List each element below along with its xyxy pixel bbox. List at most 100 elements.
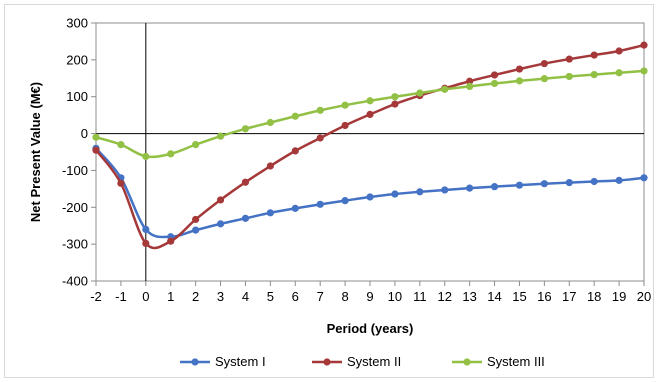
data-point <box>291 204 299 212</box>
data-point <box>540 180 548 188</box>
x-tick-label: 4 <box>242 289 249 304</box>
series-layer <box>92 41 648 250</box>
data-point <box>341 197 349 205</box>
data-point <box>490 79 499 88</box>
data-point <box>216 220 225 228</box>
data-point <box>466 184 474 192</box>
x-tick-label: 3 <box>217 289 224 304</box>
data-point <box>241 214 250 222</box>
x-tick-label: 14 <box>487 289 501 304</box>
data-point <box>590 177 598 186</box>
data-point <box>640 67 648 75</box>
data-point <box>341 121 349 130</box>
data-point <box>640 41 648 49</box>
legend-marker <box>463 358 471 366</box>
x-tick-label: 17 <box>562 289 576 304</box>
series-system-iii <box>92 67 648 161</box>
y-tick-label: 200 <box>66 52 88 67</box>
y-tick-label: -300 <box>62 237 88 252</box>
data-point <box>540 75 548 83</box>
legend-label: System I <box>215 354 266 369</box>
data-point <box>192 141 200 149</box>
data-point <box>241 178 250 186</box>
data-point <box>316 200 324 208</box>
data-point <box>266 118 274 127</box>
data-point <box>266 209 274 217</box>
data-point <box>565 72 573 81</box>
data-point <box>366 193 374 201</box>
plot-area <box>95 22 645 282</box>
data-point <box>117 179 125 187</box>
x-tick-label: 7 <box>317 289 324 304</box>
data-point <box>615 47 623 55</box>
legend-marker <box>191 358 199 366</box>
legend-item-system-ii: System II <box>312 354 401 369</box>
legend-label: System III <box>487 354 545 369</box>
data-point <box>117 141 125 149</box>
x-tick-label: 12 <box>437 289 451 304</box>
data-point <box>466 82 474 90</box>
x-tick-label: 9 <box>366 289 373 304</box>
data-point <box>167 237 175 245</box>
x-tick-label: 8 <box>341 289 348 304</box>
data-point <box>441 85 449 93</box>
data-point <box>441 186 449 194</box>
x-tick-label: -2 <box>90 289 102 304</box>
y-tick-label: -200 <box>62 200 88 215</box>
legend: System I System II System III <box>180 354 545 369</box>
data-point <box>615 176 623 184</box>
data-point <box>565 178 573 187</box>
data-point <box>266 162 274 170</box>
x-tick-label: -1 <box>115 289 127 304</box>
y-axis-ticks: 300 200 100 0 -100 -200 -300 -400 <box>62 16 96 289</box>
data-point <box>316 106 324 114</box>
data-point <box>341 101 349 109</box>
data-point <box>216 132 225 140</box>
data-point <box>391 93 399 101</box>
legend-marker <box>323 358 331 366</box>
data-point <box>416 89 424 97</box>
data-point <box>142 152 150 161</box>
data-point <box>92 146 100 154</box>
x-tick-label: 18 <box>587 289 601 304</box>
y-tick-label: 0 <box>81 126 88 141</box>
data-point <box>192 215 200 224</box>
data-point <box>391 190 399 198</box>
y-tick-label: 300 <box>66 16 88 31</box>
data-point <box>167 150 175 158</box>
x-axis-title: Period (years) <box>327 321 414 336</box>
y-tick-label: -100 <box>62 163 88 178</box>
data-point <box>192 226 200 234</box>
data-point <box>565 55 573 63</box>
data-point <box>640 174 648 182</box>
data-point <box>490 71 499 79</box>
x-tick-label: 15 <box>512 289 526 304</box>
data-point <box>515 77 524 85</box>
x-tick-label: 13 <box>462 289 476 304</box>
data-point <box>92 133 100 141</box>
data-point <box>466 77 474 85</box>
data-point <box>142 225 150 233</box>
x-tick-label: 1 <box>167 289 174 304</box>
data-point <box>316 134 324 142</box>
y-tick-label: -400 <box>62 274 88 289</box>
data-point <box>615 69 623 77</box>
series-system-ii <box>92 41 648 250</box>
x-tick-label: 10 <box>388 289 402 304</box>
data-point <box>590 51 598 59</box>
data-point <box>391 100 399 108</box>
x-tick-label: 20 <box>637 289 651 304</box>
x-axis-ticks: -2 -1 0 1 2 3 4 5 6 7 8 9 10 11 12 13 14 15 16 17 18 19 20 <box>90 281 651 304</box>
x-tick-label: 16 <box>537 289 551 304</box>
data-point <box>366 97 374 105</box>
x-tick-label: 5 <box>267 289 274 304</box>
series-system-i <box>92 144 648 241</box>
x-tick-label: 2 <box>192 289 199 304</box>
data-point <box>515 65 524 73</box>
x-tick-label: 19 <box>612 289 626 304</box>
y-axis-title: Net Present Value (M€) <box>28 82 43 222</box>
x-tick-label: 6 <box>292 289 299 304</box>
data-point <box>241 125 250 133</box>
data-point <box>515 181 524 189</box>
